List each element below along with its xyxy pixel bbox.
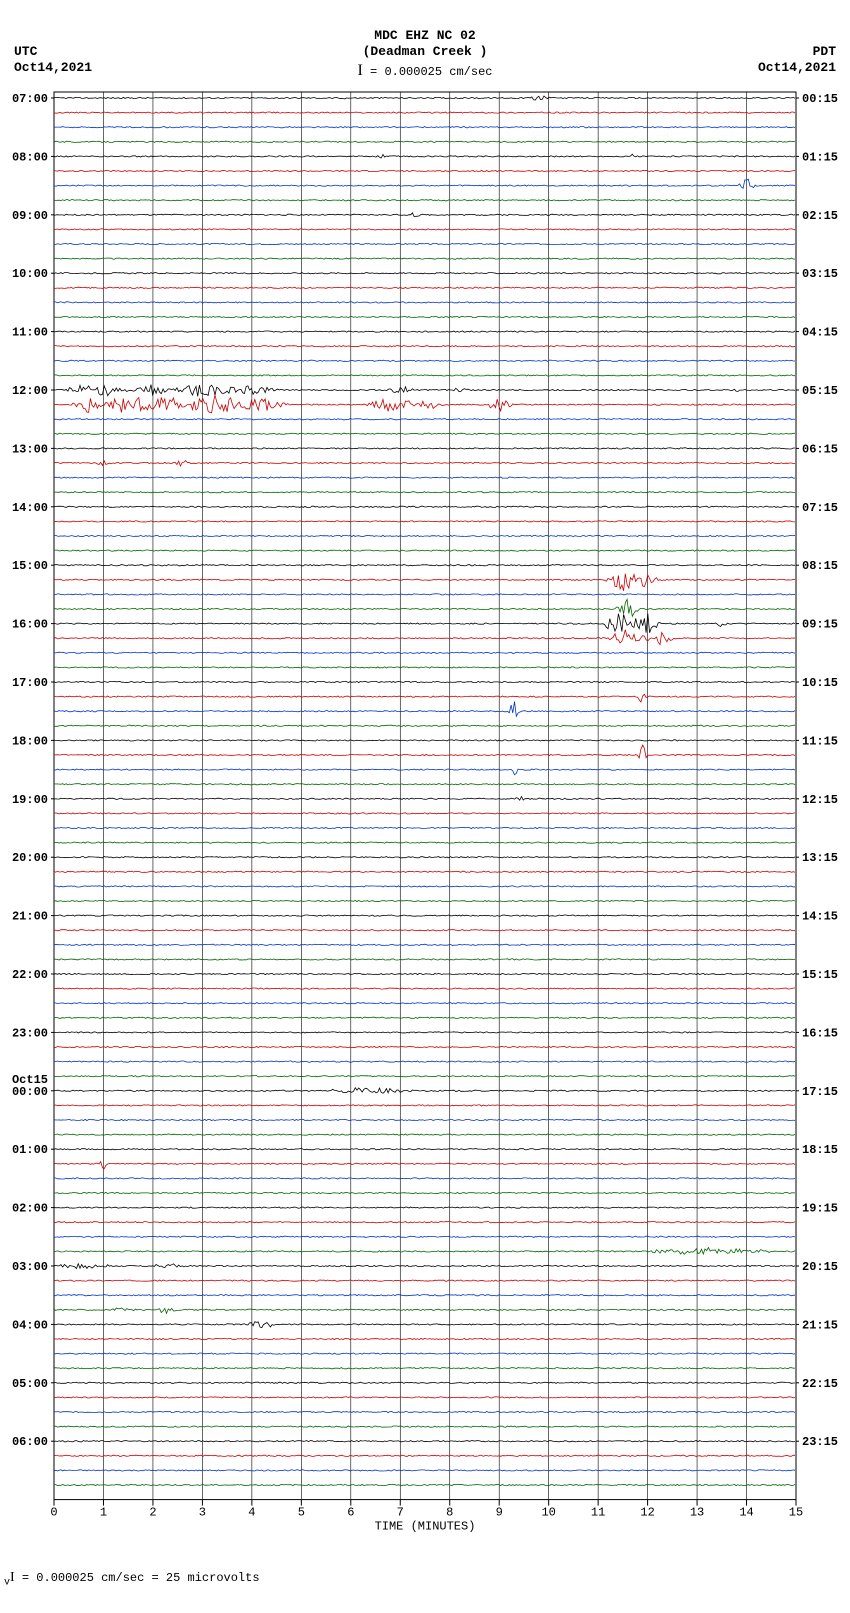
seismogram-svg: 0123456789101112131415TIME (MINUTES)07:0…: [0, 88, 850, 1564]
svg-text:04:15: 04:15: [802, 326, 838, 340]
svg-text:21:00: 21:00: [12, 910, 48, 924]
svg-text:00:00: 00:00: [12, 1085, 48, 1099]
svg-text:02:15: 02:15: [802, 209, 838, 223]
svg-text:17:15: 17:15: [802, 1085, 838, 1099]
svg-text:06:15: 06:15: [802, 442, 838, 456]
seismogram-plot: 0123456789101112131415TIME (MINUTES)07:0…: [0, 88, 850, 1564]
svg-text:12:00: 12:00: [12, 384, 48, 398]
svg-text:13:00: 13:00: [12, 442, 48, 456]
svg-text:20:00: 20:00: [12, 851, 48, 865]
svg-text:21:15: 21:15: [802, 1318, 838, 1332]
svg-text:09:00: 09:00: [12, 209, 48, 223]
svg-text:07:00: 07:00: [12, 92, 48, 106]
svg-text:18:00: 18:00: [12, 734, 48, 748]
svg-text:08:15: 08:15: [802, 559, 838, 573]
svg-text:01:15: 01:15: [802, 150, 838, 164]
svg-text:3: 3: [199, 1506, 206, 1520]
scale-text: = 0.000025 cm/sec: [370, 65, 492, 79]
svg-text:15:15: 15:15: [802, 968, 838, 982]
footer: vI = 0.000025 cm/sec = 25 microvolts: [0, 1564, 850, 1598]
tz-left-date: Oct14,2021: [14, 60, 92, 76]
svg-text:23:00: 23:00: [12, 1026, 48, 1040]
svg-text:0: 0: [50, 1506, 57, 1520]
station-title: MDC EHZ NC 02 (Deadman Creek ): [363, 28, 488, 59]
svg-text:09:15: 09:15: [802, 618, 838, 632]
footer-text: = 0.000025 cm/sec = 25 microvolts: [22, 1571, 260, 1585]
svg-text:8: 8: [446, 1506, 453, 1520]
svg-text:10: 10: [541, 1506, 555, 1520]
svg-text:2: 2: [149, 1506, 156, 1520]
svg-text:19:00: 19:00: [12, 793, 48, 807]
svg-text:11: 11: [591, 1506, 605, 1520]
svg-text:01:00: 01:00: [12, 1143, 48, 1157]
header: MDC EHZ NC 02 (Deadman Creek ) UTC Oct14…: [0, 0, 850, 80]
svg-text:14:15: 14:15: [802, 910, 838, 924]
svg-text:14:00: 14:00: [12, 501, 48, 515]
svg-text:03:15: 03:15: [802, 267, 838, 281]
svg-text:9: 9: [496, 1506, 503, 1520]
station-name: (Deadman Creek ): [363, 44, 488, 60]
svg-text:10:00: 10:00: [12, 267, 48, 281]
tz-right-date: Oct14,2021: [758, 60, 836, 76]
svg-text:11:15: 11:15: [802, 734, 838, 748]
svg-text:4: 4: [248, 1506, 255, 1520]
svg-text:12:15: 12:15: [802, 793, 838, 807]
svg-text:13: 13: [690, 1506, 704, 1520]
svg-text:00:15: 00:15: [802, 92, 838, 106]
tz-right-label: PDT: [758, 44, 836, 60]
svg-text:05:15: 05:15: [802, 384, 838, 398]
svg-text:22:00: 22:00: [12, 968, 48, 982]
svg-text:16:00: 16:00: [12, 618, 48, 632]
svg-text:06:00: 06:00: [12, 1435, 48, 1449]
svg-text:15: 15: [789, 1506, 803, 1520]
svg-text:10:15: 10:15: [802, 676, 838, 690]
svg-text:18:15: 18:15: [802, 1143, 838, 1157]
svg-text:19:15: 19:15: [802, 1202, 838, 1216]
svg-text:04:00: 04:00: [12, 1318, 48, 1332]
station-id: MDC EHZ NC 02: [363, 28, 488, 44]
svg-text:17:00: 17:00: [12, 676, 48, 690]
svg-text:08:00: 08:00: [12, 150, 48, 164]
svg-text:23:15: 23:15: [802, 1435, 838, 1449]
scale-legend: I = 0.000025 cm/sec: [358, 62, 493, 80]
svg-text:13:15: 13:15: [802, 851, 838, 865]
svg-text:TIME (MINUTES): TIME (MINUTES): [375, 1520, 476, 1534]
svg-text:6: 6: [347, 1506, 354, 1520]
svg-text:11:00: 11:00: [12, 326, 48, 340]
svg-text:14: 14: [739, 1506, 753, 1520]
svg-text:07:15: 07:15: [802, 501, 838, 515]
svg-text:22:15: 22:15: [802, 1377, 838, 1391]
svg-text:02:00: 02:00: [12, 1202, 48, 1216]
tz-left-label: UTC: [14, 44, 92, 60]
svg-text:05:00: 05:00: [12, 1377, 48, 1391]
svg-text:03:00: 03:00: [12, 1260, 48, 1274]
tz-left: UTC Oct14,2021: [14, 44, 92, 75]
svg-text:5: 5: [298, 1506, 305, 1520]
tz-right: PDT Oct14,2021: [758, 44, 836, 75]
svg-text:7: 7: [397, 1506, 404, 1520]
svg-text:1: 1: [100, 1506, 107, 1520]
svg-text:20:15: 20:15: [802, 1260, 838, 1274]
svg-text:16:15: 16:15: [802, 1026, 838, 1040]
svg-text:12: 12: [640, 1506, 654, 1520]
svg-text:15:00: 15:00: [12, 559, 48, 573]
